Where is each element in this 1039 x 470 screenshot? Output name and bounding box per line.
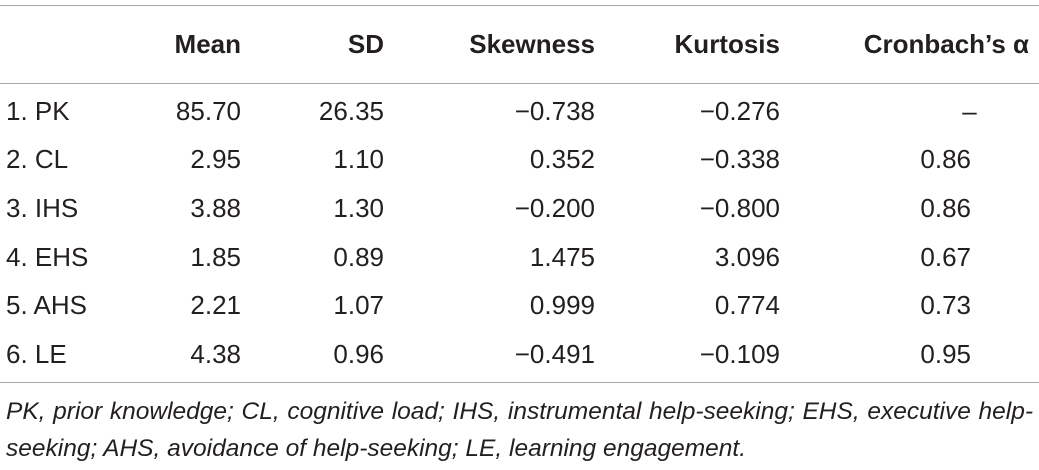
table-header: Mean SD Skewness Kurtosis Cronbach’s α xyxy=(0,6,1039,83)
table-header-rule xyxy=(0,83,1039,84)
row-label: 4. EHS xyxy=(6,241,89,272)
cell-sd: 1.10 xyxy=(333,144,384,175)
header-row: Mean SD Skewness Kurtosis Cronbach’s α xyxy=(0,6,1039,83)
cell-kurtosis: −0.109 xyxy=(699,338,780,369)
header-cell-cronbach-alpha: Cronbach’s α xyxy=(863,29,1029,59)
table-footnote: PK, prior knowledge; CL, cognitive load;… xyxy=(6,398,1033,462)
table-row: 4. EHS 1.85 0.89 1.475 3.096 0.67 xyxy=(0,233,1039,282)
cell-kurtosis: −0.338 xyxy=(699,144,780,175)
cell-kurtosis: −0.276 xyxy=(699,95,780,126)
cell-sd: 26.35 xyxy=(318,95,384,126)
cell-kurtosis: 3.096 xyxy=(714,241,780,272)
row-label: 6. LE xyxy=(6,338,67,369)
cell-cronbach-alpha: 0.86 xyxy=(920,144,971,175)
cell-kurtosis: 0.774 xyxy=(714,290,780,321)
cell-sd: 0.89 xyxy=(333,241,384,272)
cell-cronbach-alpha: 0.67 xyxy=(920,241,971,272)
header-cell-kurtosis: Kurtosis xyxy=(674,29,780,59)
row-label: 5. AHS xyxy=(6,290,87,321)
table-row: 2. CL 2.95 1.10 0.352 −0.338 0.86 xyxy=(0,136,1039,185)
cell-sd: 1.07 xyxy=(333,290,384,321)
cell-mean: 2.21 xyxy=(190,290,241,321)
row-label: 2. CL xyxy=(6,144,69,175)
cell-mean: 4.38 xyxy=(190,338,241,369)
cell-sd: 1.30 xyxy=(333,192,384,223)
header-cell-mean: Mean xyxy=(174,29,241,59)
row-label: 3. IHS xyxy=(6,192,79,223)
header-cell-label xyxy=(0,6,160,83)
cell-mean: 85.70 xyxy=(175,95,241,126)
cell-cronbach-alpha: 0.86 xyxy=(920,192,971,223)
descriptive-statistics-table: Mean SD Skewness Kurtosis Cronbach’s α 1… xyxy=(0,6,1039,379)
cell-skewness: 0.352 xyxy=(529,144,595,175)
cell-skewness: −0.738 xyxy=(514,95,595,126)
cell-kurtosis: −0.800 xyxy=(699,192,780,223)
cell-skewness: 0.999 xyxy=(529,290,595,321)
table-row: 5. AHS 2.21 1.07 0.999 0.774 0.73 xyxy=(0,281,1039,330)
cell-skewness: −0.200 xyxy=(514,192,595,223)
cell-mean: 3.88 xyxy=(190,192,241,223)
cell-cronbach-alpha: – xyxy=(962,95,977,126)
cell-cronbach-alpha: 0.73 xyxy=(920,290,971,321)
header-cell-sd: SD xyxy=(347,29,384,59)
cell-cronbach-alpha: 0.95 xyxy=(920,338,971,369)
table-row: 6. LE 4.38 0.96 −0.491 −0.109 0.95 xyxy=(0,330,1039,379)
table-body: 1. PK 85.70 26.35 −0.738 −0.276 – 2. CL … xyxy=(0,83,1039,379)
cell-skewness: 1.475 xyxy=(529,241,595,272)
cell-mean: 1.85 xyxy=(190,241,241,272)
header-cell-skewness: Skewness xyxy=(469,29,595,59)
table-row: 1. PK 85.70 26.35 −0.738 −0.276 – xyxy=(0,83,1039,136)
cell-mean: 2.95 xyxy=(190,144,241,175)
row-label: 1. PK xyxy=(6,95,70,126)
table-top-rule xyxy=(0,5,1039,6)
table-bottom-rule xyxy=(0,382,1039,383)
table-row: 3. IHS 3.88 1.30 −0.200 −0.800 0.86 xyxy=(0,184,1039,233)
cell-sd: 0.96 xyxy=(333,338,384,369)
cell-skewness: −0.491 xyxy=(514,338,595,369)
